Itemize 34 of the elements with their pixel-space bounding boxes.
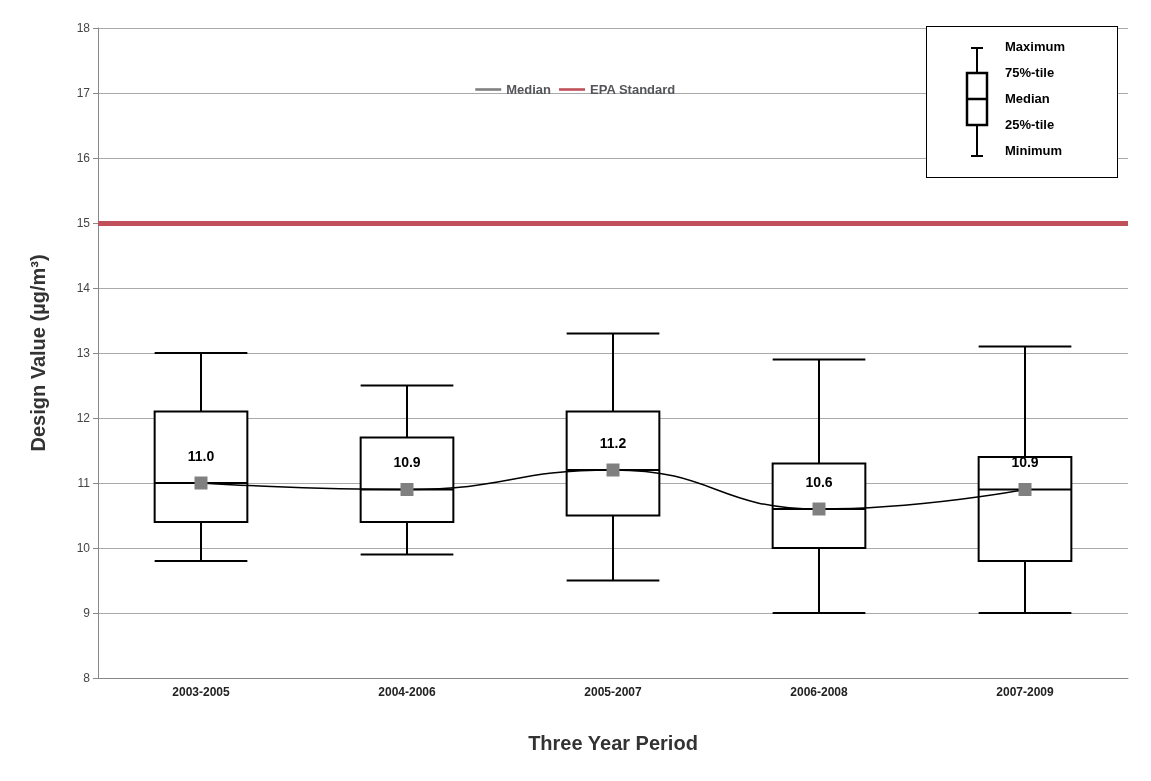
x-tick-label: 2005-2007 [584, 685, 643, 699]
y-tick-label: 14 [76, 281, 91, 295]
data-label: 11.2 [599, 434, 627, 451]
y-tick-label: 13 [76, 346, 91, 360]
x-tick-label: 2007-2009 [996, 685, 1055, 699]
data-label: 10.9 [393, 454, 421, 470]
y-tick-label: 11 [77, 476, 91, 490]
y-tick-label: 17 [76, 86, 91, 100]
x-tick-label: 2003-2005 [172, 685, 231, 699]
y-axis-title: Design Value (µg/m³) [27, 254, 49, 452]
point [812, 502, 826, 516]
legend-label: EPA Standard [590, 82, 676, 97]
point [400, 483, 414, 496]
annotation: Maximum [1005, 39, 1065, 54]
y-tick-label: 18 [76, 21, 91, 35]
data-label: 11.0 [187, 447, 215, 464]
y-tick-label: 10 [76, 541, 91, 555]
point [194, 476, 208, 490]
y-tick-label: 16 [76, 151, 91, 165]
annotation: 25%-tile [1005, 117, 1055, 132]
y-tick-label: 15 [76, 216, 91, 230]
x-tick-label: 2006-2008 [790, 685, 849, 699]
annotation: Median [1005, 91, 1050, 106]
y-tick-label: 8 [83, 671, 91, 685]
annotation: 75%-tile [1005, 65, 1055, 80]
point [1018, 483, 1032, 496]
data-label: 10.6 [805, 473, 833, 490]
y-tick-label: 9 [83, 606, 91, 620]
x-axis-title: Three Year Period [528, 732, 698, 754]
x-tick-label: 2004-2006 [378, 685, 437, 699]
y-tick-label: 12 [76, 411, 91, 425]
annotation: Minimum [1005, 143, 1063, 158]
point [606, 463, 620, 477]
legend-label: Median [506, 82, 552, 97]
